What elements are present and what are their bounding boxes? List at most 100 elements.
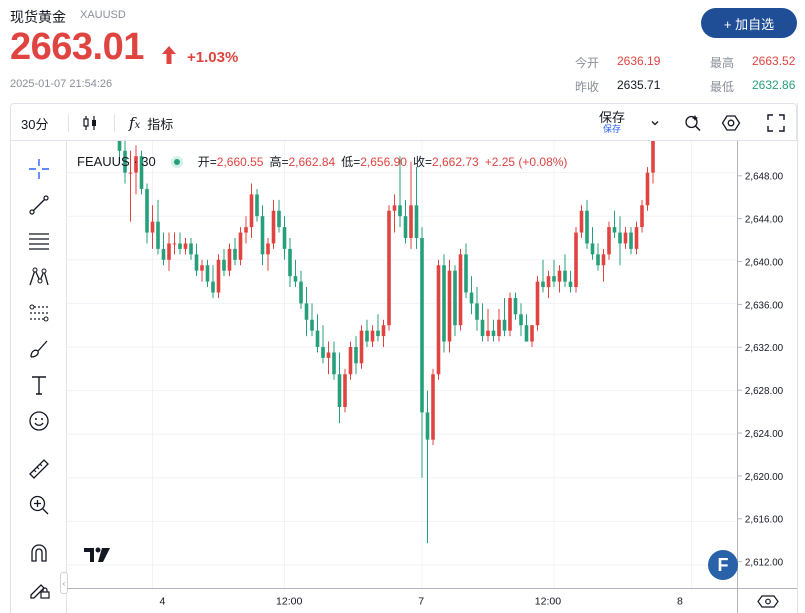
candle (216, 254, 221, 298)
candle (354, 336, 358, 375)
candle (618, 216, 622, 266)
x-tick-label: 12:00 (535, 595, 562, 607)
up-arrow-icon (162, 46, 176, 64)
chart-toolbar: 30分 fx 指标 保存 保存 (10, 103, 797, 141)
candle-body (150, 221, 155, 233)
legend-close-key: 收= (412, 155, 432, 169)
x-tick-label: 12:00 (276, 595, 303, 607)
tradingview-logo[interactable] (83, 545, 111, 565)
candle (117, 141, 122, 162)
interval-select[interactable]: 30分 (21, 116, 49, 132)
candle-body (414, 205, 419, 238)
candle (321, 325, 325, 364)
zoom-in-icon (29, 495, 49, 515)
lock-draw-tool[interactable] (25, 575, 53, 603)
brush-tool[interactable] (25, 335, 53, 363)
x-tick-label: 7 (418, 595, 424, 607)
fullscreen-button[interactable] (767, 104, 785, 142)
candle (260, 205, 265, 266)
price-chart[interactable] (67, 141, 737, 588)
candle (557, 265, 562, 293)
candle (491, 319, 496, 342)
candle-body (183, 243, 188, 249)
candle (590, 227, 595, 260)
candle-body (123, 150, 127, 173)
candle-body (568, 281, 573, 288)
candle (238, 227, 243, 266)
magic-search-icon (685, 115, 701, 132)
ruler-tool[interactable] (25, 455, 53, 483)
y-tick-label: 2,632.00 (745, 343, 784, 354)
candle (277, 199, 281, 233)
candle-body (172, 243, 177, 245)
zoom-tool[interactable] (25, 491, 53, 519)
candle-body (519, 314, 523, 326)
settings-button[interactable] (721, 104, 741, 142)
candle-body (524, 325, 529, 342)
legend-high-key: 高= (269, 155, 289, 169)
emoji-tool[interactable] (25, 407, 53, 435)
candle (563, 254, 567, 288)
collapse-toolbar-toggle[interactable]: ‹ (60, 572, 68, 594)
save-button[interactable]: 保存 保存 (599, 104, 625, 142)
legend-high-value: 2,662.84 (288, 154, 336, 169)
hexagon-settings-icon (721, 115, 741, 131)
candle-body (541, 281, 545, 288)
candle-body (579, 210, 584, 233)
candle-body (447, 270, 452, 342)
candle-body (469, 292, 474, 304)
save-menu-toggle[interactable] (649, 104, 661, 142)
candle (519, 303, 523, 337)
candle (304, 287, 309, 337)
last-price: 2663.01 (10, 26, 144, 68)
trendline-tool[interactable] (25, 191, 53, 219)
candle (546, 270, 551, 298)
candle-body (387, 210, 391, 326)
price-axis[interactable]: 2,612.00 2,616.00 2,620.00 2,624.00 2,628.00… (737, 141, 797, 588)
projection-tool[interactable] (25, 299, 53, 327)
candle-body (651, 141, 655, 173)
candle-body (502, 319, 507, 331)
fib-tool[interactable] (25, 227, 53, 255)
candle (502, 297, 507, 337)
status-dot-icon (170, 155, 183, 168)
candle-body (458, 254, 463, 326)
candle (128, 150, 133, 222)
candle (310, 303, 314, 337)
pattern-tool[interactable] (25, 263, 53, 291)
magnet-tool[interactable] (25, 539, 53, 567)
axis-settings-icon[interactable] (738, 589, 798, 613)
add-watchlist-button[interactable]: + 加自选 (701, 8, 797, 38)
open-label: 今开 (575, 56, 600, 70)
candle-body (260, 216, 265, 255)
candle-body (497, 319, 501, 337)
candle-body (354, 347, 358, 364)
high-value: 2663.52 (752, 54, 796, 68)
trendline-icon (29, 195, 49, 215)
candle-body (530, 325, 534, 342)
y-tick-label: 2,616.00 (745, 515, 784, 526)
candle (293, 259, 298, 288)
candle (453, 265, 457, 337)
quote-timestamp: 2025-01-07 21:54:26 (10, 78, 113, 90)
candle (315, 314, 320, 353)
candle (458, 248, 463, 331)
drawing-toolbar (10, 141, 67, 613)
quick-search-button[interactable] (683, 104, 703, 142)
time-axis[interactable]: 4 12:00 7 12:00 8 (67, 588, 737, 613)
chart-type-button[interactable] (81, 104, 99, 142)
candle (359, 325, 364, 369)
text-tool[interactable] (25, 371, 53, 399)
legend-low-value: 2,656.90 (360, 154, 407, 169)
open-value: 2636.19 (617, 54, 661, 68)
candle (623, 227, 628, 249)
candle-body (546, 276, 551, 288)
y-tick-label: 2,636.00 (745, 300, 784, 311)
candle-body (200, 265, 204, 271)
broker-logo[interactable]: F (708, 550, 738, 580)
indicators-button[interactable]: fx 指标 (129, 104, 173, 142)
crosshair-tool[interactable] (25, 155, 53, 183)
candle (205, 259, 210, 288)
candle (145, 183, 149, 244)
save-label: 保存 (599, 109, 626, 125)
